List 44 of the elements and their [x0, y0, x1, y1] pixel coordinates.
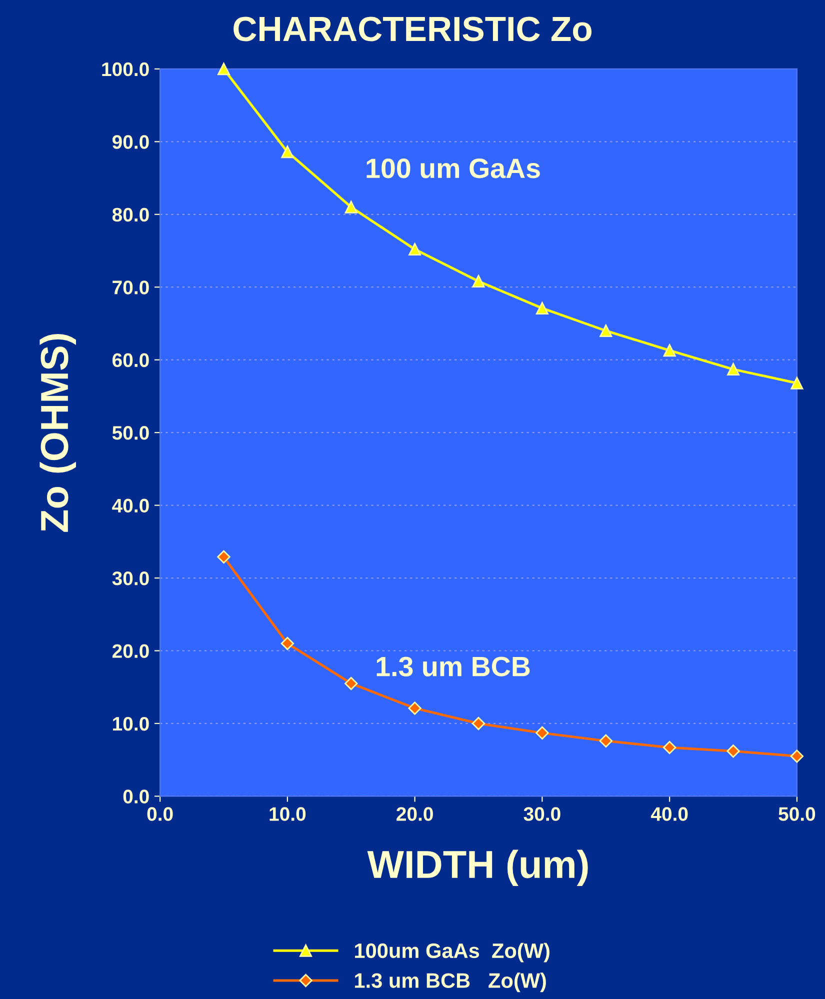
y-tick-label: 90.0 [112, 135, 149, 149]
y-tick-label: 50.0 [112, 426, 149, 440]
point [790, 376, 804, 390]
point [280, 636, 294, 650]
point [599, 734, 612, 748]
point [281, 146, 294, 158]
legend-label: 100um GaAs Zo(W) [355, 942, 550, 962]
annotation: 1.3 um BCB [376, 656, 530, 676]
point [408, 702, 422, 715]
x-tick-label: 0.0 [147, 807, 173, 821]
point [344, 200, 358, 214]
x-tick-label: 40.0 [650, 807, 688, 821]
y-axis-title: Zo (OHMS) [40, 334, 76, 532]
x-tick-label: 10.0 [270, 807, 306, 821]
point [536, 302, 548, 314]
point [472, 275, 485, 288]
y-tick-label: 20.0 [112, 644, 149, 658]
point [217, 550, 230, 564]
point [600, 324, 612, 337]
y-tick-label: 30.0 [112, 571, 149, 586]
x-tick-label: 20.0 [396, 807, 433, 821]
point [663, 344, 676, 357]
point [344, 676, 358, 690]
point [408, 243, 422, 256]
point [662, 740, 676, 754]
y-tick-label: 10.0 [113, 716, 149, 731]
legend-label: 1.3 um BCB Zo(W) [355, 972, 546, 992]
y-tick-label: 100.0 [102, 62, 149, 76]
point [217, 62, 230, 76]
point [727, 363, 740, 376]
x-axis-title: WIDTH (um) [367, 850, 588, 886]
point [726, 744, 740, 758]
point [790, 750, 804, 763]
point [536, 726, 549, 740]
x-tick-label: 50.0 [778, 807, 816, 821]
y-tick-label: 0.0 [123, 790, 149, 804]
point [472, 716, 486, 730]
x-tick-label: 30.0 [524, 807, 560, 821]
annotation: 100 um GaAs [366, 158, 540, 178]
y-tick-label: 40.0 [112, 498, 149, 513]
y-tick-label: 80.0 [112, 208, 149, 222]
y-tick-label: 60.0 [112, 353, 149, 368]
chart-title: CHARACTERISTIC Zo [234, 16, 592, 42]
y-tick-label: 70.0 [112, 280, 149, 294]
